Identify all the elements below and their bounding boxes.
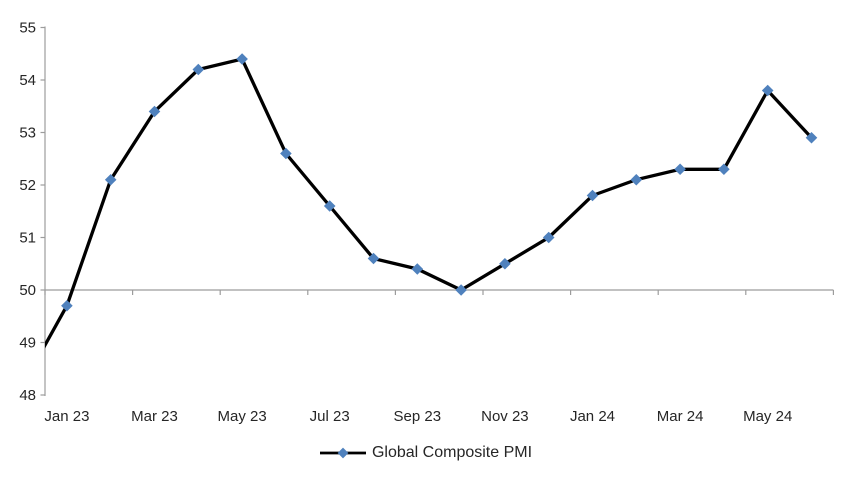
data-point-marker-oct-23 xyxy=(455,284,467,296)
data-point-marker-feb-24 xyxy=(630,173,643,186)
series-group xyxy=(45,53,818,349)
y-tick-label: 54 xyxy=(19,72,36,89)
x-tick-label: Mar 23 xyxy=(131,408,178,425)
data-point-marker-mar-24 xyxy=(674,163,686,176)
x-tick-label: Mar 24 xyxy=(657,408,704,425)
y-tick-label: 55 xyxy=(19,20,36,37)
data-point-marker-mar-23 xyxy=(148,105,161,118)
y-tick-label: 48 xyxy=(19,387,36,404)
x-tick-label: Jan 24 xyxy=(570,408,615,425)
data-point-marker-aug-23 xyxy=(367,252,380,265)
data-point-marker-jun-23 xyxy=(280,147,292,160)
x-tick-label: Nov 23 xyxy=(481,408,529,425)
x-tick-label: Sep 23 xyxy=(394,408,442,425)
x-tick-label: May 23 xyxy=(217,408,266,425)
data-point-marker-feb-23 xyxy=(104,173,117,186)
data-point-marker-apr-23 xyxy=(192,63,205,76)
data-point-marker-dec-23 xyxy=(542,231,555,244)
y-tick-label: 50 xyxy=(19,282,36,299)
data-point-marker-may-24 xyxy=(761,84,774,97)
data-point-marker-apr-24 xyxy=(718,163,730,176)
y-tick-label: 51 xyxy=(19,230,36,247)
data-point-marker-jan-23 xyxy=(61,299,73,312)
data-point-marker-jul-23 xyxy=(323,200,336,212)
x-tick-label: Jul 23 xyxy=(310,408,350,425)
pmi-series-line xyxy=(45,57,814,349)
x-tick-label: Jan 23 xyxy=(44,408,89,425)
y-tick-label: 53 xyxy=(19,125,36,142)
data-point-marker-sep-23 xyxy=(411,263,424,275)
legend: Global Composite PMI xyxy=(0,443,852,463)
data-point-marker-may-23 xyxy=(236,53,248,65)
data-point-marker-jan-24 xyxy=(586,189,599,202)
legend-diamond-icon xyxy=(337,447,349,459)
y-tick-label: 49 xyxy=(19,335,36,352)
x-tick-label: May 24 xyxy=(743,408,792,425)
y-tick-label: 52 xyxy=(19,177,36,194)
data-point-marker-nov-23 xyxy=(499,257,511,270)
legend-line-marker-icon xyxy=(319,447,366,459)
data-point-marker-jun-24 xyxy=(805,131,818,144)
legend-label: Global Composite PMI xyxy=(371,444,533,461)
